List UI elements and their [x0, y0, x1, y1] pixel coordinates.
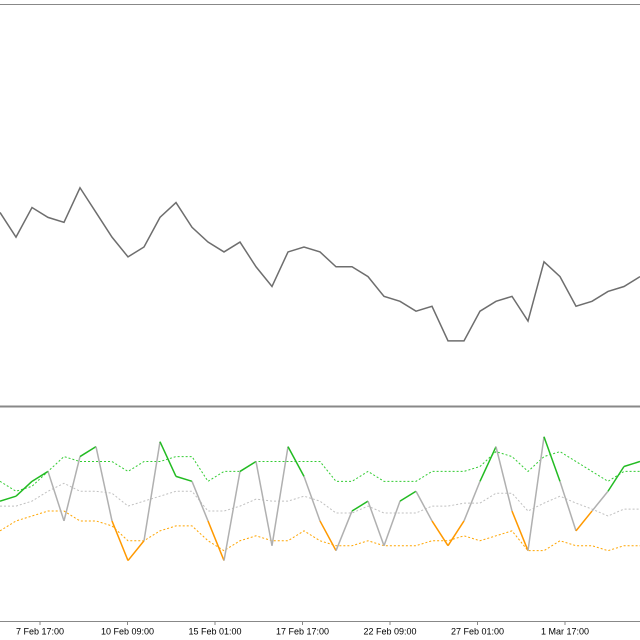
- oscillator-segment: [207, 520, 225, 561]
- oscillator-segment: [79, 446, 97, 458]
- oscillator-segment: [159, 441, 177, 477]
- oscillator-segment: [463, 481, 481, 522]
- band-line: [0, 510, 640, 552]
- band-line: [0, 451, 640, 492]
- price-line: [0, 186, 640, 342]
- oscillator-segment: [543, 436, 561, 482]
- oscillator-segment: [191, 481, 209, 522]
- oscillator-segment: [95, 446, 113, 522]
- time-label: 1 Mar 17:00: [541, 626, 589, 636]
- oscillator-segment: [31, 470, 49, 482]
- oscillator-segment: [607, 466, 625, 492]
- oscillator-segment: [319, 520, 337, 552]
- oscillator-segment: [495, 446, 513, 512]
- oscillator-segment: [287, 446, 305, 477]
- oscillator-segment: [559, 481, 577, 532]
- oscillator-segment: [383, 500, 401, 546]
- oscillator-segment: [415, 490, 433, 522]
- oscillator-segment: [447, 520, 465, 547]
- oscillator-segment: [399, 490, 417, 502]
- oscillator-segment: [351, 500, 369, 512]
- time-label: 17 Feb 17:00: [276, 626, 329, 636]
- oscillator-segment: [255, 461, 273, 546]
- time-label: 15 Feb 01:00: [188, 626, 241, 636]
- oscillator-segment: [623, 460, 640, 468]
- oscillator-segment: [479, 446, 497, 482]
- time-label: 27 Feb 01:00: [451, 626, 504, 636]
- oscillator-segment: [335, 510, 353, 551]
- oscillator-segment: [223, 471, 241, 561]
- oscillator-segment: [303, 476, 321, 522]
- oscillator-segment: [367, 500, 385, 546]
- time-label: 10 Feb 09:00: [101, 626, 154, 636]
- oscillator-segment: [15, 480, 33, 497]
- oscillator-segment: [591, 490, 609, 512]
- oscillator-segment: [511, 510, 529, 551]
- oscillator-segment: [527, 436, 545, 551]
- time-label: 7 Feb 17:00: [16, 626, 64, 636]
- oscillator-segment: [111, 520, 129, 561]
- oscillator-segment: [63, 456, 81, 522]
- oscillator-segment: [0, 495, 17, 502]
- oscillator-segment: [175, 475, 193, 483]
- oscillator-segment: [271, 446, 289, 546]
- oscillator-segment: [127, 540, 145, 562]
- oscillator-segment: [575, 510, 593, 532]
- oscillator-segment: [143, 441, 161, 541]
- time-label: 22 Feb 09:00: [363, 626, 416, 636]
- oscillator-segment: [239, 460, 257, 473]
- oscillator-segment: [431, 520, 449, 547]
- oscillator-segment: [47, 471, 65, 522]
